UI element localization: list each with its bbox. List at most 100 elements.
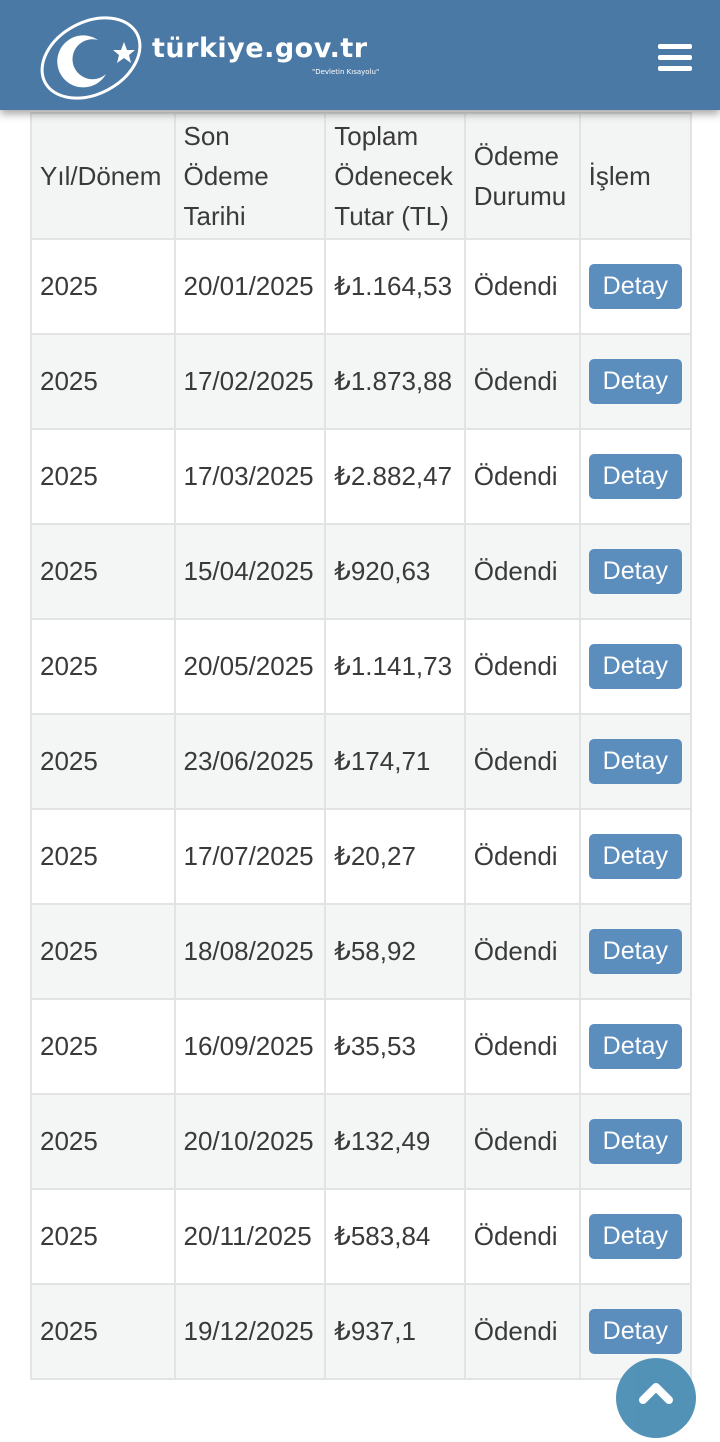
detail-button[interactable]: Detay [588, 1309, 682, 1354]
cell-status: Ödendi [463, 1093, 581, 1190]
cell-period: 2025 [30, 428, 176, 525]
cell-due-date: 18/08/2025 [173, 903, 327, 1000]
column-header-action: İşlem [578, 112, 692, 240]
site-logo[interactable]: türkiye.gov.tr "Devletin Kısayolu" [36, 12, 416, 102]
cell-action: Detay [578, 428, 692, 525]
cell-action: Detay [578, 808, 692, 905]
cell-due-date: 17/07/2025 [173, 808, 327, 905]
cell-status: Ödendi [463, 808, 581, 905]
crescent-star-logo-icon [40, 16, 142, 100]
cell-amount: ₺20,27 [324, 808, 466, 905]
column-header-due-date: Son Ödeme Tarihi [173, 112, 327, 240]
detail-button[interactable]: Detay [588, 454, 682, 499]
brand-slogan: "Devletin Kısayolu" [312, 68, 380, 76]
cell-action: Detay [578, 1093, 692, 1190]
cell-due-date: 19/12/2025 [173, 1283, 327, 1380]
cell-status: Ödendi [463, 333, 581, 430]
table-row: 2025 17/07/2025 ₺20,27 Ödendi Detay [30, 808, 692, 905]
hamburger-menu-button[interactable] [658, 44, 692, 71]
cell-amount: ₺2.882,47 [324, 428, 466, 525]
scroll-to-top-button[interactable] [616, 1358, 696, 1438]
table-row: 2025 17/02/2025 ₺1.873,88 Ödendi Detay [30, 333, 692, 430]
cell-amount: ₺1.873,88 [324, 333, 466, 430]
cell-amount: ₺1.164,53 [324, 238, 466, 335]
hamburger-icon [658, 44, 692, 49]
cell-period: 2025 [30, 1188, 176, 1285]
cell-period: 2025 [30, 1283, 176, 1380]
cell-period: 2025 [30, 1093, 176, 1190]
payments-table: Yıl/Dönem Son Ödeme Tarihi Toplam Ödenec… [30, 112, 692, 1380]
table-row: 2025 20/10/2025 ₺132,49 Ödendi Detay [30, 1093, 692, 1190]
brand-name: türkiye.gov.tr [152, 33, 368, 64]
table-row: 2025 19/12/2025 ₺937,1 Ödendi Detay [30, 1283, 692, 1380]
cell-due-date: 16/09/2025 [173, 998, 327, 1095]
table-header-row: Yıl/Dönem Son Ödeme Tarihi Toplam Ödenec… [30, 112, 692, 240]
cell-status: Ödendi [463, 428, 581, 525]
cell-amount: ₺35,53 [324, 998, 466, 1095]
column-header-amount: Toplam Ödenecek Tutar (TL) [324, 112, 466, 240]
detail-button[interactable]: Detay [588, 644, 682, 689]
cell-period: 2025 [30, 523, 176, 620]
cell-period: 2025 [30, 903, 176, 1000]
detail-button[interactable]: Detay [588, 1214, 682, 1259]
cell-status: Ödendi [463, 1283, 581, 1380]
table-row: 2025 20/05/2025 ₺1.141,73 Ödendi Detay [30, 618, 692, 715]
cell-status: Ödendi [463, 238, 581, 335]
hamburger-icon-line [658, 55, 692, 60]
cell-due-date: 17/02/2025 [173, 333, 327, 430]
table-row: 2025 15/04/2025 ₺920,63 Ödendi Detay [30, 523, 692, 620]
cell-status: Ödendi [463, 903, 581, 1000]
cell-due-date: 20/10/2025 [173, 1093, 327, 1190]
cell-amount: ₺920,63 [324, 523, 466, 620]
detail-button[interactable]: Detay [588, 549, 682, 594]
cell-period: 2025 [30, 238, 176, 335]
cell-action: Detay [578, 618, 692, 715]
detail-button[interactable]: Detay [588, 834, 682, 879]
cell-due-date: 15/04/2025 [173, 523, 327, 620]
cell-due-date: 20/11/2025 [173, 1188, 327, 1285]
detail-button[interactable]: Detay [588, 929, 682, 974]
detail-button[interactable]: Detay [588, 264, 682, 309]
detail-button[interactable]: Detay [588, 359, 682, 404]
cell-action: Detay [578, 903, 692, 1000]
detail-button[interactable]: Detay [588, 739, 682, 784]
cell-due-date: 20/05/2025 [173, 618, 327, 715]
cell-action: Detay [578, 713, 692, 810]
payments-table-container[interactable]: Yıl/Dönem Son Ödeme Tarihi Toplam Ödenec… [30, 112, 692, 1380]
cell-status: Ödendi [463, 618, 581, 715]
top-bar: türkiye.gov.tr "Devletin Kısayolu" [0, 0, 720, 110]
table-row: 2025 20/11/2025 ₺583,84 Ödendi Detay [30, 1188, 692, 1285]
cell-amount: ₺583,84 [324, 1188, 466, 1285]
cell-status: Ödendi [463, 523, 581, 620]
detail-button[interactable]: Detay [588, 1119, 682, 1164]
column-header-period: Yıl/Dönem [30, 112, 176, 240]
hamburger-icon-line [658, 66, 692, 71]
table-row: 2025 18/08/2025 ₺58,92 Ödendi Detay [30, 903, 692, 1000]
cell-amount: ₺174,71 [324, 713, 466, 810]
cell-due-date: 17/03/2025 [173, 428, 327, 525]
column-header-status: Ödeme Durumu [463, 112, 581, 240]
cell-action: Detay [578, 1188, 692, 1285]
table-row: 2025 16/09/2025 ₺35,53 Ödendi Detay [30, 998, 692, 1095]
cell-period: 2025 [30, 713, 176, 810]
cell-action: Detay [578, 523, 692, 620]
chevron-up-icon [639, 1383, 673, 1404]
table-row: 2025 23/06/2025 ₺174,71 Ödendi Detay [30, 713, 692, 810]
cell-amount: ₺132,49 [324, 1093, 466, 1190]
cell-period: 2025 [30, 998, 176, 1095]
detail-button[interactable]: Detay [588, 1024, 682, 1069]
table-row: 2025 17/03/2025 ₺2.882,47 Ödendi Detay [30, 428, 692, 525]
cell-amount: ₺1.141,73 [324, 618, 466, 715]
cell-amount: ₺937,1 [324, 1283, 466, 1380]
cell-period: 2025 [30, 333, 176, 430]
cell-period: 2025 [30, 808, 176, 905]
cell-due-date: 20/01/2025 [173, 238, 327, 335]
cell-status: Ödendi [463, 1188, 581, 1285]
cell-period: 2025 [30, 618, 176, 715]
table-row: 2025 20/01/2025 ₺1.164,53 Ödendi Detay [30, 238, 692, 335]
cell-amount: ₺58,92 [324, 903, 466, 1000]
cell-action: Detay [578, 238, 692, 335]
cell-status: Ödendi [463, 713, 581, 810]
cell-action: Detay [578, 333, 692, 430]
cell-status: Ödendi [463, 998, 581, 1095]
